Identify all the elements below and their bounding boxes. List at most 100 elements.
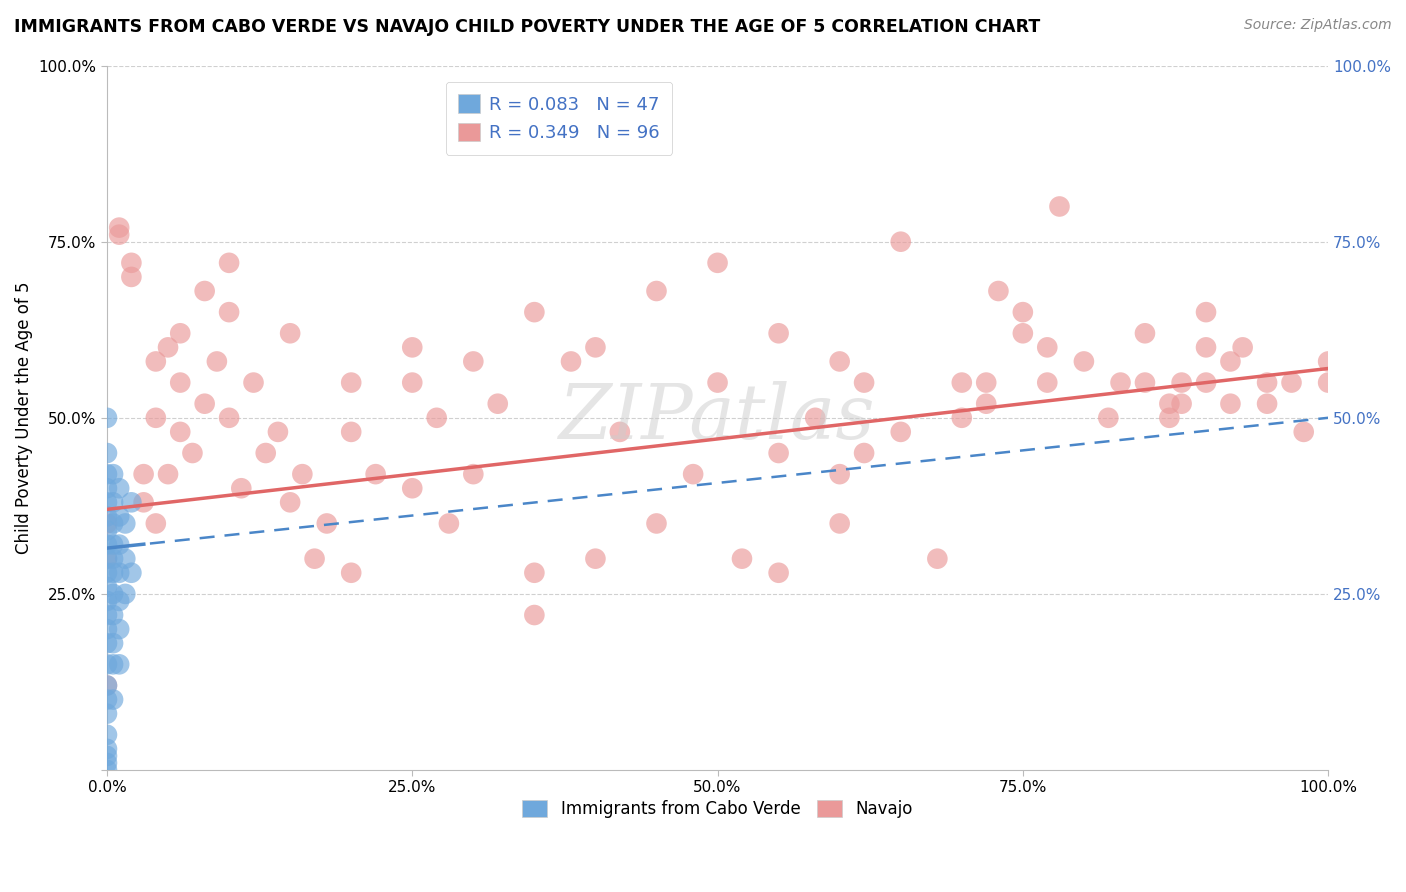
Point	[437, 516, 460, 531]
Point	[486, 397, 509, 411]
Point	[108, 622, 131, 636]
Point	[768, 446, 790, 460]
Point	[96, 657, 118, 672]
Point	[1036, 340, 1059, 354]
Text: Source: ZipAtlas.com: Source: ZipAtlas.com	[1244, 18, 1392, 32]
Point	[523, 305, 546, 319]
Point	[853, 446, 876, 460]
Point	[96, 524, 118, 538]
Point	[96, 509, 118, 524]
Point	[1195, 305, 1218, 319]
Point	[583, 340, 606, 354]
Point	[120, 269, 142, 284]
Point	[1159, 410, 1181, 425]
Point	[108, 220, 131, 235]
Point	[242, 376, 264, 390]
Point	[101, 566, 124, 580]
Point	[96, 594, 118, 608]
Point	[768, 326, 790, 341]
Point	[101, 538, 124, 552]
Point	[96, 467, 118, 482]
Point	[304, 551, 326, 566]
Point	[205, 354, 228, 368]
Point	[169, 326, 191, 341]
Point	[96, 636, 118, 650]
Point	[145, 354, 167, 368]
Point	[987, 284, 1010, 298]
Point	[340, 425, 363, 439]
Point	[463, 467, 485, 482]
Point	[96, 706, 118, 721]
Point	[101, 636, 124, 650]
Point	[108, 509, 131, 524]
Point	[96, 763, 118, 777]
Point	[974, 397, 997, 411]
Point	[114, 587, 136, 601]
Point	[1256, 397, 1278, 411]
Point	[340, 376, 363, 390]
Point	[315, 516, 337, 531]
Point	[96, 622, 118, 636]
Point	[853, 376, 876, 390]
Point	[96, 538, 118, 552]
Point	[157, 467, 180, 482]
Point	[96, 678, 118, 692]
Point	[731, 551, 754, 566]
Point	[101, 587, 124, 601]
Point	[181, 446, 204, 460]
Point	[706, 256, 728, 270]
Point	[583, 551, 606, 566]
Point	[1049, 199, 1071, 213]
Point	[1256, 376, 1278, 390]
Point	[101, 516, 124, 531]
Point	[463, 354, 485, 368]
Text: ZIPatlas: ZIPatlas	[560, 381, 876, 455]
Point	[1109, 376, 1132, 390]
Point	[828, 354, 851, 368]
Point	[828, 467, 851, 482]
Point	[96, 551, 118, 566]
Point	[145, 516, 167, 531]
Point	[1133, 376, 1156, 390]
Point	[120, 256, 142, 270]
Point	[96, 607, 118, 622]
Point	[120, 566, 142, 580]
Point	[108, 481, 131, 495]
Point	[1219, 397, 1241, 411]
Point	[254, 446, 277, 460]
Point	[132, 495, 155, 509]
Point	[96, 580, 118, 594]
Y-axis label: Child Poverty Under the Age of 5: Child Poverty Under the Age of 5	[15, 282, 32, 554]
Point	[218, 410, 240, 425]
Point	[120, 495, 142, 509]
Point	[523, 566, 546, 580]
Point	[1170, 397, 1192, 411]
Point	[401, 481, 423, 495]
Point	[96, 728, 118, 742]
Point	[278, 495, 301, 509]
Point	[1036, 376, 1059, 390]
Point	[96, 551, 118, 566]
Text: IMMIGRANTS FROM CABO VERDE VS NAVAJO CHILD POVERTY UNDER THE AGE OF 5 CORRELATIO: IMMIGRANTS FROM CABO VERDE VS NAVAJO CHI…	[14, 18, 1040, 36]
Point	[645, 284, 668, 298]
Point	[364, 467, 387, 482]
Point	[1195, 376, 1218, 390]
Point	[1195, 340, 1218, 354]
Point	[101, 607, 124, 622]
Point	[108, 538, 131, 552]
Point	[96, 410, 118, 425]
Point	[108, 566, 131, 580]
Point	[96, 566, 118, 580]
Point	[96, 678, 118, 692]
Point	[101, 495, 124, 509]
Point	[114, 516, 136, 531]
Point	[194, 284, 217, 298]
Point	[194, 397, 217, 411]
Point	[401, 340, 423, 354]
Point	[645, 516, 668, 531]
Point	[1317, 376, 1340, 390]
Point	[1097, 410, 1119, 425]
Point	[927, 551, 949, 566]
Point	[609, 425, 631, 439]
Point	[682, 467, 704, 482]
